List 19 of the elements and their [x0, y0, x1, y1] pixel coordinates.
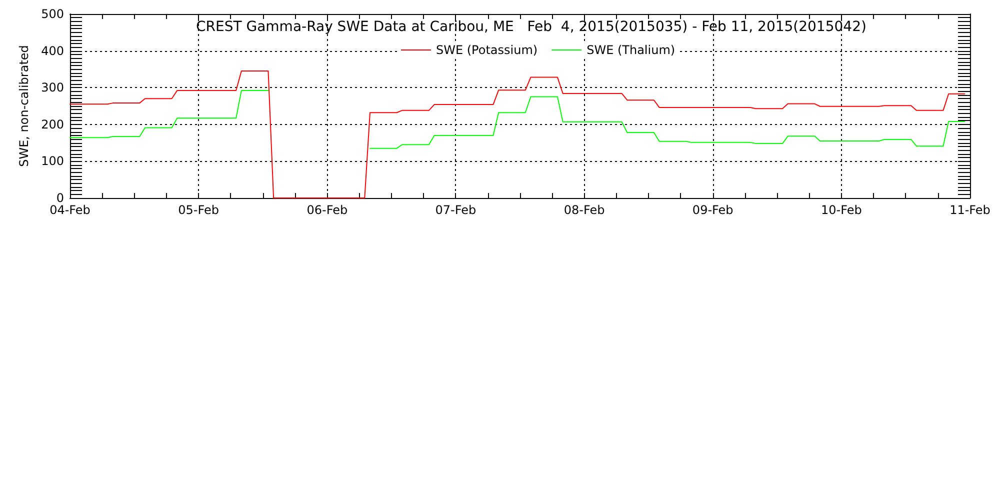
y-tick-label: 0	[56, 191, 64, 205]
legend-label: SWE (Potassium)	[436, 43, 538, 57]
y-tick-label: 400	[41, 44, 64, 58]
chart-title: CREST Gamma-Ray SWE Data at Caribou, ME Feb 4, 2015(2015035) - Feb 11, 2015(2015042)	[196, 19, 866, 35]
x-tick-label: 04-Feb	[50, 203, 90, 217]
x-tick-label: 08-Feb	[564, 203, 605, 217]
y-tick-label: 200	[41, 117, 64, 132]
x-tick-label: 05-Feb	[178, 203, 219, 217]
y-tick-label: 100	[41, 154, 64, 168]
line-series	[70, 70, 966, 198]
x-tick-label: 09-Feb	[692, 203, 734, 217]
legend-label: SWE (Thalium)	[586, 43, 676, 57]
x-tick-label: 10-Feb	[821, 203, 862, 217]
x-tick-label: 11-Feb	[950, 203, 990, 217]
y-tick-label: 300	[41, 80, 64, 95]
x-tick-label: 06-Feb	[306, 203, 348, 217]
y-tick-label: 500	[41, 7, 64, 21]
y-axis-title: SWE, non-calibrated	[17, 45, 31, 167]
x-tick-label: 07-Feb	[435, 203, 476, 217]
